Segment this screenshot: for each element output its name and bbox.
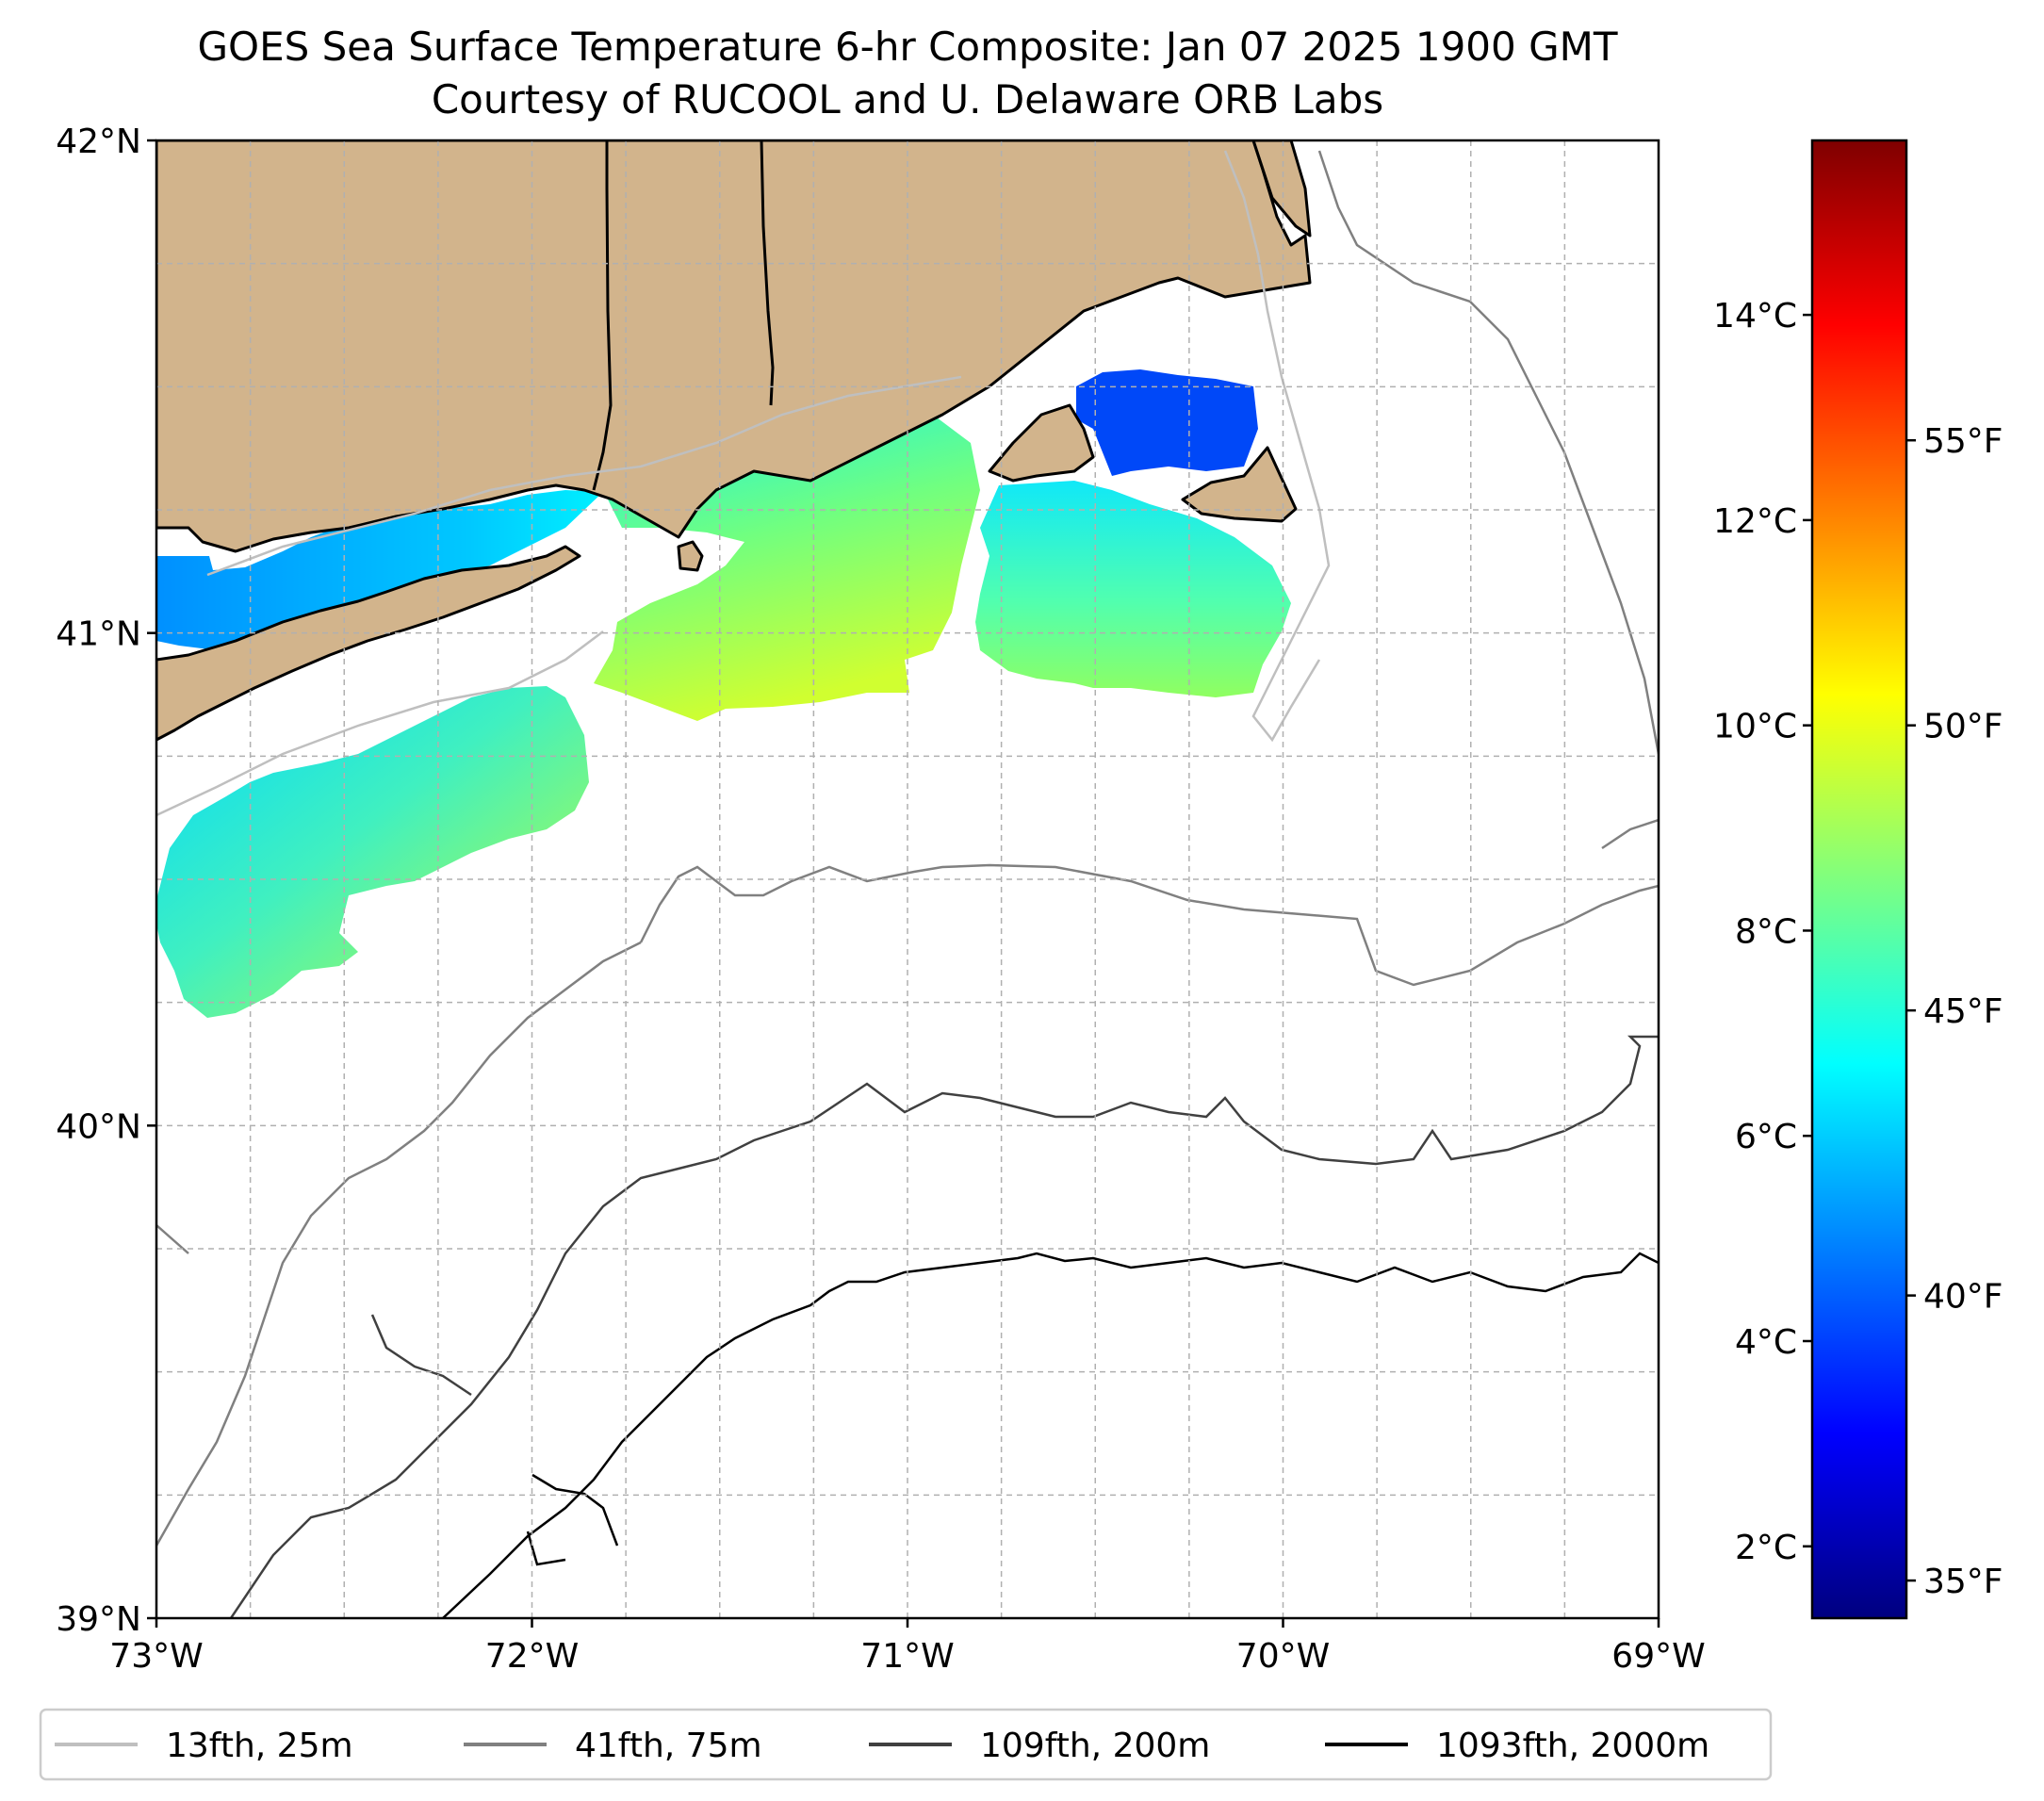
- land-new-england-coast: [156, 140, 1312, 553]
- map-axis-labels: 73°W 72°W 71°W 70°W 69°W 39°N 40°N 41°N 42°N: [56, 123, 1705, 1676]
- sst-patch-shelf-south: [156, 686, 589, 1018]
- celsius-tick-label: 8°C: [1735, 912, 1797, 951]
- bathymetry-2000m: [442, 1252, 1659, 1618]
- lat-tick-label: 40°N: [56, 1107, 141, 1146]
- land-layer: [156, 140, 1312, 742]
- colorbar-gradient: [1810, 139, 1908, 1620]
- celsius-tick-label: 6°C: [1735, 1118, 1797, 1156]
- lat-tick-label: 42°N: [56, 123, 141, 161]
- legend-entry-label: 1093fth, 2000m: [1436, 1727, 1709, 1765]
- lon-tick-label: 71°W: [860, 1637, 954, 1676]
- land-nantucket: [1181, 446, 1298, 523]
- sst-patch-long-island-sound: [156, 490, 603, 650]
- map-title-line2: Courtesy of RUCOOL and U. Delaware ORB L…: [432, 76, 1383, 123]
- sst-data-layer: [156, 141, 1291, 1018]
- lon-tick-label: 72°W: [485, 1637, 579, 1676]
- map-title-line1: GOES Sea Surface Temperature 6-hr Compos…: [197, 24, 1617, 70]
- colorbar-ticks: 2°C 4°C 6°C 8°C 10°C 12°C 14°C 35°F 40°F 45°F 50°F…: [1713, 297, 2003, 1601]
- lat-tick-label: 39°N: [56, 1600, 141, 1639]
- bathymetry-200m: [229, 1035, 1659, 1618]
- legend-entry-label: 109fth, 200m: [980, 1727, 1210, 1765]
- bathymetry-75m: [156, 150, 1659, 1547]
- lon-tick-label: 69°W: [1611, 1637, 1705, 1676]
- land-block-island: [677, 540, 704, 572]
- map-panel: 73°W 72°W 71°W 70°W 69°W 39°N 40°N 41°N 42°N: [56, 123, 1705, 1676]
- celsius-tick-label: 14°C: [1713, 297, 1797, 336]
- legend-entry-label: 41fth, 75m: [575, 1727, 762, 1765]
- fahrenheit-tick-label: 40°F: [1923, 1278, 2003, 1317]
- fahrenheit-tick-label: 35°F: [1923, 1563, 2003, 1601]
- legend-entry-label: 13fth, 25m: [166, 1727, 353, 1765]
- sst-patch-nantucket-shoals: [975, 481, 1291, 697]
- land-long-island: [156, 545, 581, 742]
- lat-tick-label: 41°N: [56, 615, 141, 654]
- colorbar: 2°C 4°C 6°C 8°C 10°C 12°C 14°C 35°F 40°F 45°F 50°F…: [1713, 139, 2003, 1620]
- lon-tick-label: 70°W: [1236, 1637, 1330, 1676]
- state-borders: [592, 140, 775, 491]
- fahrenheit-tick-label: 50°F: [1923, 708, 2003, 746]
- legend: 13fth, 25m 41fth, 75m 109fth, 200m 1093fth,…: [39, 1708, 1773, 1781]
- celsius-tick-label: 2°C: [1735, 1529, 1797, 1567]
- sst-patch-nantucket-sound-cold: [1076, 369, 1258, 476]
- lon-tick-label: 73°W: [109, 1637, 203, 1676]
- fahrenheit-tick-label: 45°F: [1923, 992, 2003, 1031]
- land-marthas-vineyard: [988, 403, 1095, 483]
- celsius-tick-label: 12°C: [1713, 502, 1797, 541]
- celsius-tick-label: 4°C: [1735, 1323, 1797, 1362]
- map-gridlines: [156, 140, 1659, 1618]
- fahrenheit-tick-label: 55°F: [1923, 422, 2003, 461]
- sst-patch-block-island-sound: [594, 396, 980, 721]
- celsius-tick-label: 10°C: [1713, 708, 1797, 746]
- land-cape-cod-tip: [1251, 140, 1312, 237]
